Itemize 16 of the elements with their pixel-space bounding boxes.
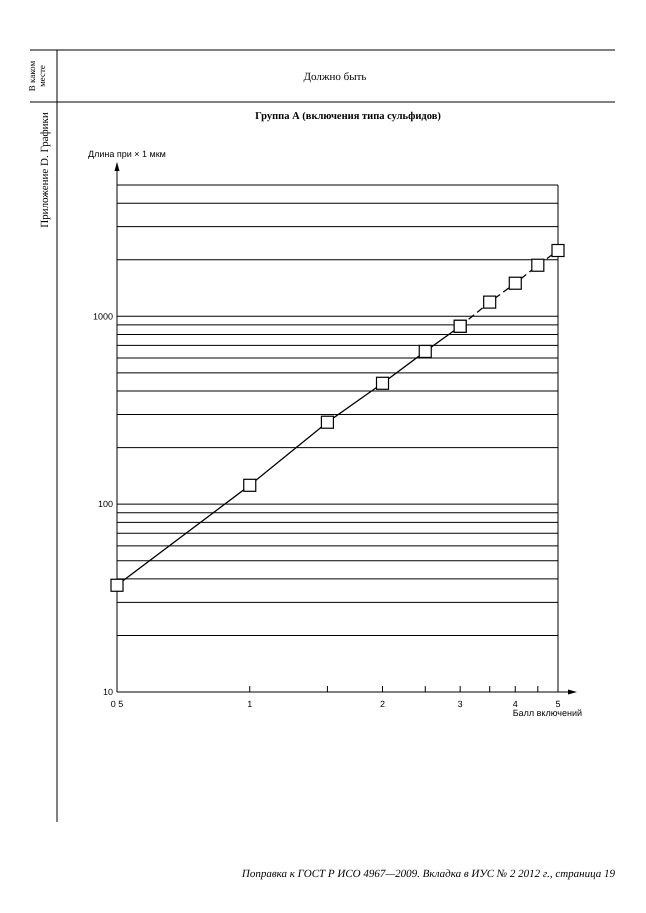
text: В каком месте xyxy=(27,60,47,92)
y-tick-label: 1000 xyxy=(92,311,113,322)
text: Поправка к ГОСТ Р ИСО 4967—2009. Вкладка в ИУС № 2 2012 г., страница 19 xyxy=(240,868,616,880)
x-tick-label: 1 xyxy=(247,699,252,709)
x-axis-title: Балл включений xyxy=(512,708,582,718)
x-tick-label: 0 5 xyxy=(110,699,124,709)
y-tick-label: 100 xyxy=(98,499,113,510)
text: Должно быть xyxy=(304,71,366,83)
x-tick-label: 4 xyxy=(512,699,518,709)
x-tick-label: 3 xyxy=(458,699,463,709)
x-tick-label: 5 xyxy=(555,699,561,709)
chart-title: Группа А (включения типа сульфидов) xyxy=(255,111,442,122)
y-axis-title: Длина при × 1 мкм xyxy=(88,149,166,159)
x-tick-label: 2 xyxy=(380,699,386,709)
text: Приложение D. Графики xyxy=(39,112,51,228)
y-tick-label: 10 xyxy=(102,687,113,697)
